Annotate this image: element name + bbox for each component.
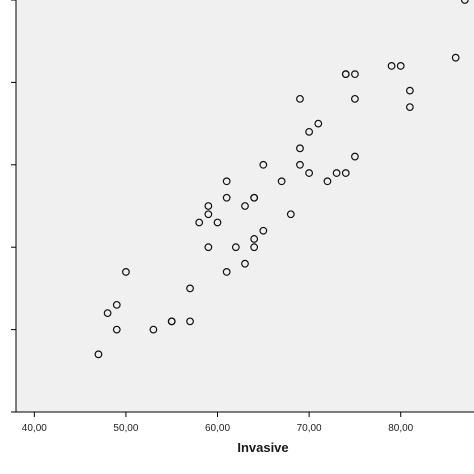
data-point [305,169,314,177]
data-point [222,268,231,276]
data-point [451,53,460,62]
data-point [204,210,213,219]
data-point [250,243,259,252]
data-point [222,177,231,186]
data-point [341,70,350,79]
data-point [250,193,259,202]
data-point [351,70,359,79]
data-point [231,243,240,252]
data-point [204,202,213,210]
data-point [387,62,396,70]
data-point [286,210,295,219]
data-point [103,309,112,318]
data-point [94,350,103,359]
data-point [332,169,341,177]
data-point [296,94,304,103]
data-point [305,127,314,136]
data-point [167,317,176,326]
data-point [241,259,249,268]
data-point [112,325,121,334]
data-point [341,169,350,177]
data-point [314,119,323,128]
data-point [323,177,332,186]
data-point [186,317,194,326]
data-point [296,144,304,153]
x-tick-label: 40,00 [22,423,47,434]
data-point [222,193,231,202]
data-point [195,218,204,227]
x-tick-label: 50,00 [113,423,138,434]
data-point [112,300,121,309]
x-axis-title: Invasive [237,440,288,455]
data-point [351,94,359,103]
x-tick-label: 60,00 [205,423,230,434]
data-point [405,86,414,95]
data-point [241,202,249,210]
x-tick-label: 70,00 [297,423,322,434]
data-points [94,0,469,359]
data-point [250,235,259,243]
data-point [149,325,158,334]
x-axis-ticks: 40,00 50,00 60,00 70,00 80,00 [22,412,414,434]
data-point [460,0,469,4]
y-axis-ticks [11,0,16,413]
data-point [186,284,194,293]
x-tick-label: 80,00 [388,423,413,434]
data-point [405,103,414,112]
data-point [259,226,268,235]
data-point [351,152,359,161]
data-point [122,268,130,276]
data-point [296,160,304,169]
axes [15,0,474,413]
data-point [259,160,268,169]
data-point [396,62,405,70]
data-point [213,218,222,227]
data-point [204,243,213,252]
data-point [277,177,286,186]
plot-area [16,0,474,412]
